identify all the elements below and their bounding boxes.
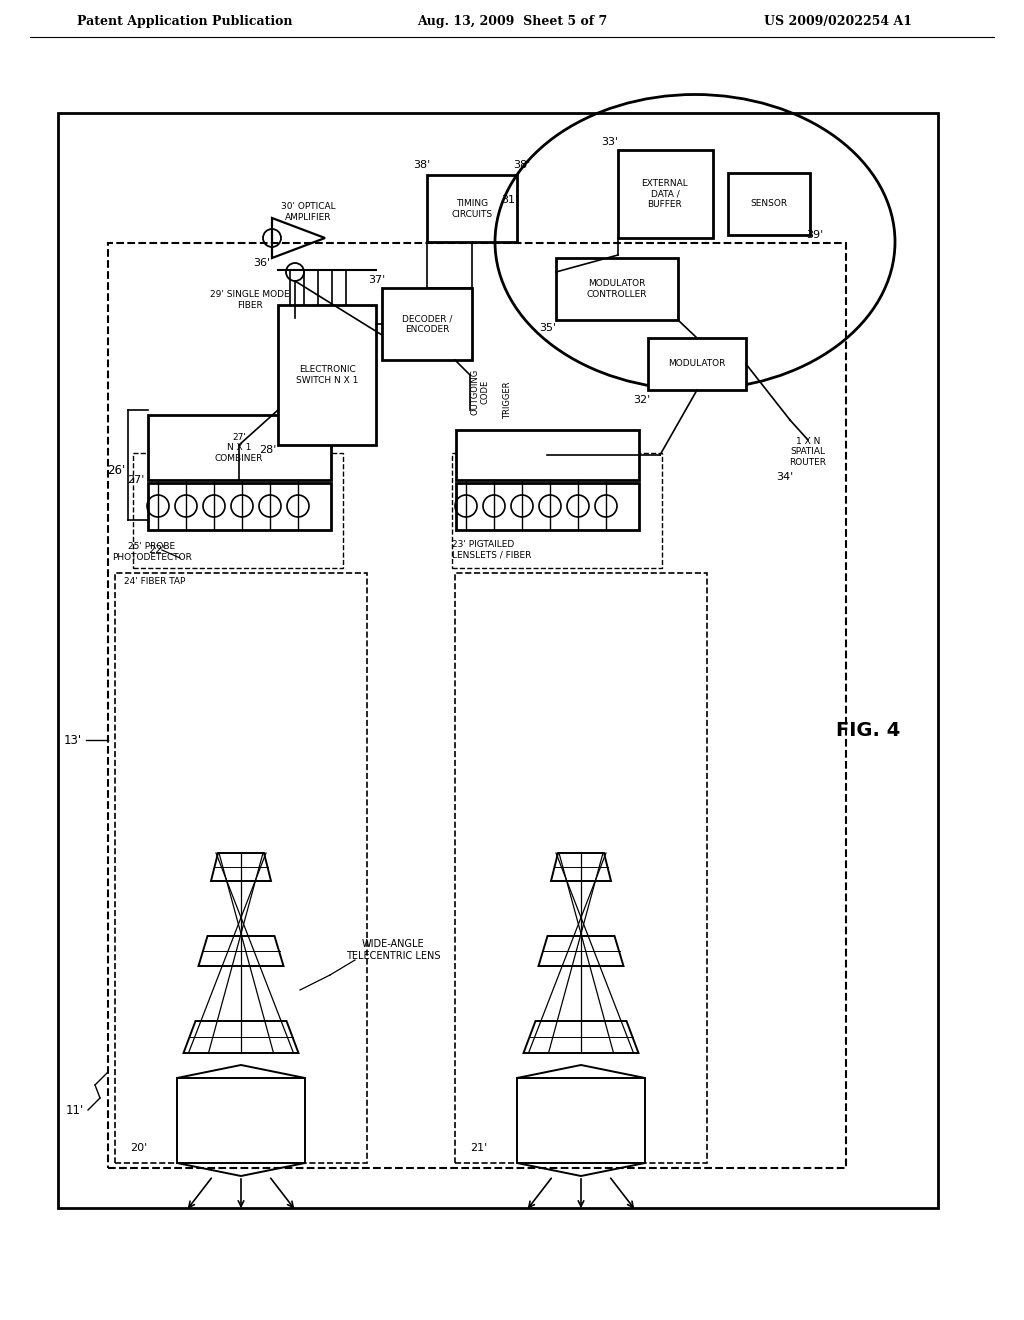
Bar [133,453,343,568]
Text: TRIGGER: TRIGGER [504,381,512,418]
Text: 26': 26' [106,463,125,477]
Text: 21': 21' [470,1143,487,1152]
Text: 29' SINGLE MODE
FIBER: 29' SINGLE MODE FIBER [210,290,290,310]
Text: 11': 11' [66,1104,84,1117]
Text: EXTERNAL
DATA /
BUFFER: EXTERNAL DATA / BUFFER [642,180,688,209]
Text: 33': 33' [601,137,618,147]
Bar [648,338,746,389]
Bar [108,243,846,1168]
Text: 24' FIBER TAP: 24' FIBER TAP [124,578,185,586]
Bar [728,173,810,235]
Bar [456,430,639,480]
Text: 27': 27' [128,475,145,484]
Text: US 2009/0202254 A1: US 2009/0202254 A1 [764,16,912,29]
Bar [115,573,367,1163]
Bar [382,288,472,360]
Text: Aug. 13, 2009  Sheet 5 of 7: Aug. 13, 2009 Sheet 5 of 7 [417,16,607,29]
Text: 28': 28' [259,445,276,455]
Text: WIDE-ANGLE
TELECENTRIC LENS: WIDE-ANGLE TELECENTRIC LENS [346,940,440,961]
Text: FIG. 4: FIG. 4 [836,721,900,739]
Bar [148,483,331,531]
Text: 37': 37' [369,275,386,285]
Text: MODULATOR: MODULATOR [669,359,726,368]
Bar [452,453,662,568]
Text: 13': 13' [63,734,82,747]
Text: 25' PROBE
PHOTODETECTOR: 25' PROBE PHOTODETECTOR [112,543,191,562]
Bar [517,1078,645,1163]
Bar [177,1078,305,1163]
Text: 22': 22' [148,545,165,554]
Text: 20': 20' [130,1143,147,1152]
Text: 35': 35' [540,323,557,333]
Bar [455,573,707,1163]
Text: TIMING
CIRCUITS: TIMING CIRCUITS [452,199,493,219]
Bar [148,414,331,480]
Text: OUTGOING
CODE: OUTGOING CODE [470,368,489,414]
Text: MODULATOR
CONTROLLER: MODULATOR CONTROLLER [587,280,647,298]
Text: 39': 39' [806,230,823,240]
Text: 38': 38' [414,160,431,170]
Text: 34': 34' [776,473,793,482]
Bar [456,483,639,531]
Text: 31': 31' [502,195,518,205]
Bar [556,257,678,319]
Text: 1 X N
SPATIAL
ROUTER: 1 X N SPATIAL ROUTER [790,437,826,467]
Text: 38': 38' [513,160,530,170]
Text: 32': 32' [634,395,650,405]
Text: SENSOR: SENSOR [751,199,787,209]
Text: 36': 36' [253,257,270,268]
Text: 30' OPTICAL
AMPLIFIER: 30' OPTICAL AMPLIFIER [281,202,335,222]
Text: 23' PIGTAILED
LENSLETS / FIBER: 23' PIGTAILED LENSLETS / FIBER [452,540,531,560]
Bar [618,150,713,238]
Text: 27'
N X 1
COMBINER: 27' N X 1 COMBINER [215,433,263,463]
Bar [58,114,938,1208]
Text: Patent Application Publication: Patent Application Publication [77,16,293,29]
Bar [278,305,376,445]
Bar [427,176,517,242]
Text: ELECTRONIC
SWITCH N X 1: ELECTRONIC SWITCH N X 1 [296,366,358,384]
Text: DECODER /
ENCODER: DECODER / ENCODER [401,314,453,334]
